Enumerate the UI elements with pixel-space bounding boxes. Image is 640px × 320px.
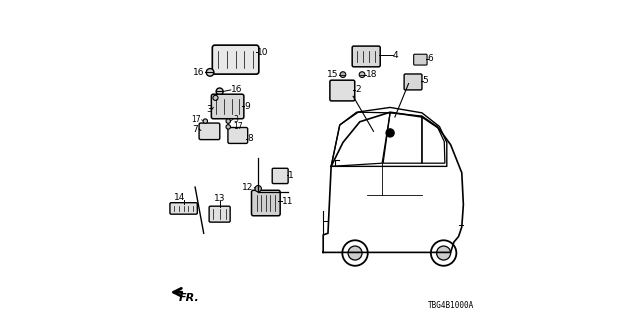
Text: 13: 13	[214, 194, 225, 204]
FancyBboxPatch shape	[228, 127, 248, 143]
FancyBboxPatch shape	[212, 45, 259, 74]
Text: 9: 9	[244, 102, 250, 111]
Circle shape	[342, 240, 368, 266]
Circle shape	[436, 246, 451, 260]
FancyBboxPatch shape	[170, 203, 197, 214]
Circle shape	[216, 88, 223, 95]
Text: 14: 14	[173, 193, 185, 202]
Circle shape	[203, 119, 207, 123]
FancyBboxPatch shape	[404, 74, 422, 90]
FancyBboxPatch shape	[211, 94, 244, 119]
Text: 2: 2	[355, 85, 361, 94]
FancyBboxPatch shape	[330, 80, 355, 101]
Text: 11: 11	[282, 197, 293, 206]
Circle shape	[213, 95, 218, 100]
FancyBboxPatch shape	[413, 54, 427, 65]
Circle shape	[226, 124, 230, 129]
Text: 6: 6	[428, 54, 433, 63]
FancyBboxPatch shape	[209, 206, 230, 222]
Circle shape	[348, 246, 362, 260]
Text: 15: 15	[326, 70, 338, 79]
FancyBboxPatch shape	[199, 123, 220, 140]
Text: 4: 4	[393, 51, 398, 60]
Text: 7: 7	[193, 124, 198, 133]
FancyBboxPatch shape	[352, 46, 380, 67]
Circle shape	[386, 129, 394, 137]
Text: 5: 5	[422, 76, 428, 85]
Text: 16: 16	[193, 68, 205, 77]
FancyBboxPatch shape	[272, 168, 288, 184]
Text: 1: 1	[288, 171, 294, 180]
Circle shape	[206, 68, 214, 76]
Circle shape	[340, 72, 346, 77]
Circle shape	[431, 240, 456, 266]
Text: 17: 17	[233, 122, 243, 132]
Text: 8: 8	[247, 134, 253, 143]
Text: 18: 18	[366, 70, 378, 79]
FancyBboxPatch shape	[252, 190, 280, 216]
Circle shape	[359, 72, 365, 77]
Text: 12: 12	[243, 183, 253, 192]
Circle shape	[255, 186, 261, 192]
Text: 3: 3	[206, 105, 212, 114]
Text: 16: 16	[231, 85, 243, 94]
Circle shape	[226, 119, 230, 123]
Text: TBG4B1000A: TBG4B1000A	[428, 301, 474, 310]
Text: 10: 10	[257, 48, 269, 57]
Text: FR.: FR.	[179, 293, 200, 303]
Text: 3: 3	[233, 115, 238, 124]
Text: 17: 17	[191, 115, 201, 124]
